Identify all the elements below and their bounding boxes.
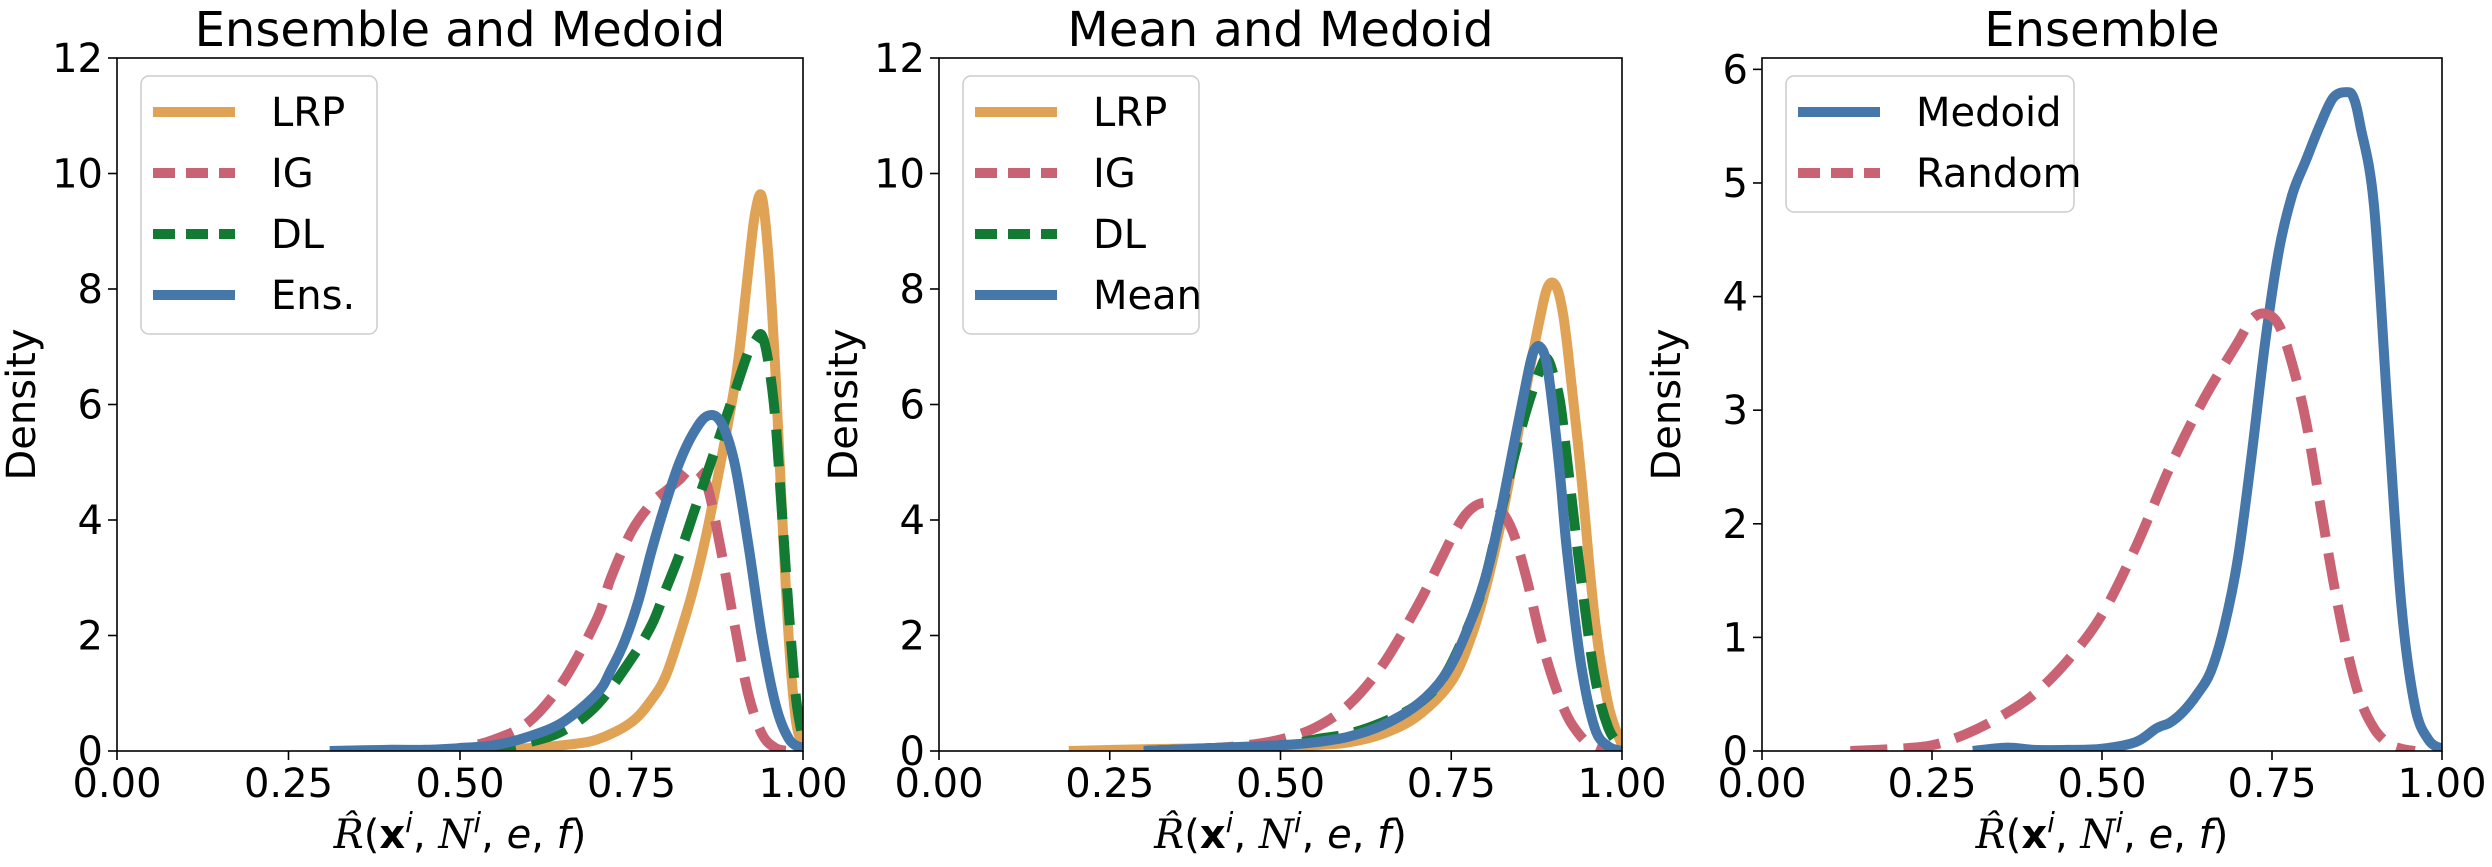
y-tick-label: 8 [900,267,925,313]
legend-label-ig: IG [1093,151,1136,197]
x-tick-label: 0.00 [894,761,983,807]
y-tick-label: 0 [900,729,925,775]
series-line-ig [425,463,791,751]
y-tick-label: 6 [900,383,925,429]
plot-area [1850,87,2442,751]
chart-title: Mean and Medoid [1067,2,1493,58]
panel-mean-and-medoid: 0.00 0.25 0.50 0.75 1.00 0 2 4 6 8 10 12 Mean and Me… [821,2,1667,858]
chart-title: Ensemble [1984,2,2219,58]
y-tick-label: 10 [874,152,925,198]
x-axis-label: R̂(xi, Ni, e, f) [1975,806,2229,858]
y-tick-label: 0 [1723,729,1748,775]
plot-area [329,189,803,751]
x-tick-label: 1.00 [758,761,847,807]
legend: Medoid Random [1785,75,2082,213]
x-tick-label: 0.75 [1407,761,1496,807]
y-tick-label: 6 [78,383,103,429]
x-tick-label: 1.00 [1577,761,1666,807]
x-tick-label: 0.25 [1887,761,1976,807]
series-line-ig [1143,497,1610,751]
legend-label-dl: DL [271,212,325,258]
y-tick-label: 2 [900,614,925,660]
series-line-dl [425,329,803,751]
y-tick-label: 1 [1723,615,1748,661]
y-tick-label: 5 [1723,161,1748,207]
y-tick-label: 4 [78,498,103,544]
plot-area [1068,277,1622,751]
y-tick-label: 3 [1723,388,1748,434]
x-tick-label: 0.75 [2227,761,2316,807]
y-tick-label: 10 [52,152,103,198]
y-tick-label: 12 [874,36,925,82]
legend-label-dl: DL [1093,212,1147,258]
y-axis-label: Density [1644,328,1690,480]
y-tick-label: 6 [1723,47,1748,93]
legend-label-random: Random [1916,151,2082,197]
legend-box [140,75,378,335]
y-tick-label: 4 [1723,275,1748,321]
legend-label-ens: Ens. [271,273,355,319]
y-tick-label: 0 [78,729,103,775]
legend-label-ig: IG [271,151,314,197]
series-line-mean [1143,341,1622,751]
x-tick-label: 0.00 [1717,761,1806,807]
x-tick-label: 0.50 [2057,761,2146,807]
x-axis-label: R̂(xi, Ni, e, f) [1153,806,1407,858]
x-tick-label: 0.50 [415,761,504,807]
x-axis-label: R̂(xi, Ni, e, f) [333,806,587,858]
series-line-medoid [1972,87,2442,751]
legend: LRP IG DL Ens. [140,75,378,335]
x-tick-label: 1.00 [2397,761,2486,807]
y-tick-label: 4 [900,498,925,544]
panel-ensemble-and-medoid: 0.00 0.25 0.50 0.75 1.00 0 2 4 6 8 10 12 Ensemble an… [0,2,848,858]
x-tick-label: 0.50 [1236,761,1325,807]
series-line-random [1850,308,2416,751]
x-tick-label: 0.25 [244,761,333,807]
y-tick-label: 2 [1723,502,1748,548]
legend-label-lrp: LRP [271,90,345,136]
chart-title: Ensemble and Medoid [195,2,726,58]
legend-box [962,75,1200,335]
y-axis-label: Density [0,328,45,480]
panel-ensemble: 0.00 0.25 0.50 0.75 1.00 0 1 2 3 4 5 6 Ensemble Densi… [1644,2,2487,858]
legend-label-medoid: Medoid [1916,90,2062,136]
series-line-ens [329,409,803,751]
y-tick-label: 2 [78,614,103,660]
y-tick-label: 12 [52,36,103,82]
legend: LRP IG DL Mean [962,75,1202,335]
x-tick-label: 0.00 [72,761,161,807]
legend-label-mean: Mean [1093,273,1202,319]
x-tick-label: 0.75 [587,761,676,807]
x-tick-label: 0.25 [1065,761,1154,807]
y-tick-label: 8 [78,267,103,313]
legend-label-lrp: LRP [1093,90,1167,136]
y-axis-label: Density [821,328,867,480]
